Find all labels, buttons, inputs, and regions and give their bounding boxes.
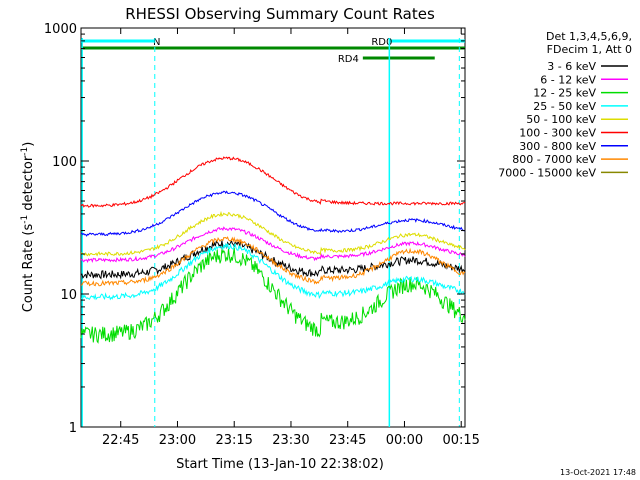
flag-label: RD0 (371, 37, 392, 48)
legend-header-1: Det 1,3,4,5,6,9, (546, 30, 632, 43)
series-line (80, 226, 466, 264)
chart-title: RHESSI Observing Summary Count Rates (125, 5, 435, 23)
x-axis-label: Start Time (13-Jan-10 22:38:02) (176, 457, 384, 472)
legend-label: 300 - 800 keV (519, 140, 596, 153)
legend-label: 12 - 25 keV (533, 87, 596, 100)
legend-label: 6 - 12 keV (540, 73, 596, 86)
y-tick-label: 100 (52, 155, 77, 170)
y-tick-label: 1000 (44, 22, 77, 37)
series-lines (80, 156, 466, 344)
y-axis-label: Count Rate (s-1 detector-1) (20, 142, 36, 313)
night-markers (81, 38, 460, 427)
series-line (80, 190, 466, 237)
x-tick-label: 00:15 (442, 433, 479, 448)
x-tick-label: 22:45 (102, 433, 139, 448)
y-tick-label: 1 (69, 421, 77, 436)
series-line (80, 156, 466, 209)
series-line (80, 247, 466, 344)
legend-label: 7000 - 15000 keV (498, 166, 596, 179)
legend-label: 25 - 50 keV (533, 100, 596, 113)
x-tick-label: 23:45 (329, 433, 366, 448)
plot-frame (80, 27, 466, 428)
y-axis-ticks: 1 10 100 1000 (44, 22, 465, 436)
x-tick-label: 23:00 (159, 433, 196, 448)
legend-label: 800 - 7000 keV (512, 153, 596, 166)
y-tick-label: 10 (60, 288, 77, 303)
x-tick-label: 00:00 (386, 433, 423, 448)
x-axis-ticks: 22:45 23:00 23:15 23:30 23:45 00:00 00:15 (102, 28, 480, 448)
flag-label: RD4 (338, 54, 359, 65)
footer-date: 13-Oct-2021 17:48 (560, 468, 636, 477)
instrument-flags: N RD0 RD4 (81, 37, 465, 65)
legend-label: 100 - 300 keV (519, 127, 596, 140)
legend-label: 3 - 6 keV (547, 60, 596, 73)
flag-label: N (153, 37, 160, 48)
series-line (80, 236, 466, 287)
x-tick-label: 23:30 (272, 433, 309, 448)
legend-header-2: FDecim 1, Att 0 (547, 43, 632, 56)
series-line (80, 242, 466, 301)
x-tick-label: 23:15 (215, 433, 252, 448)
series-line (80, 210, 466, 257)
legend-label: 50 - 100 keV (526, 113, 596, 126)
